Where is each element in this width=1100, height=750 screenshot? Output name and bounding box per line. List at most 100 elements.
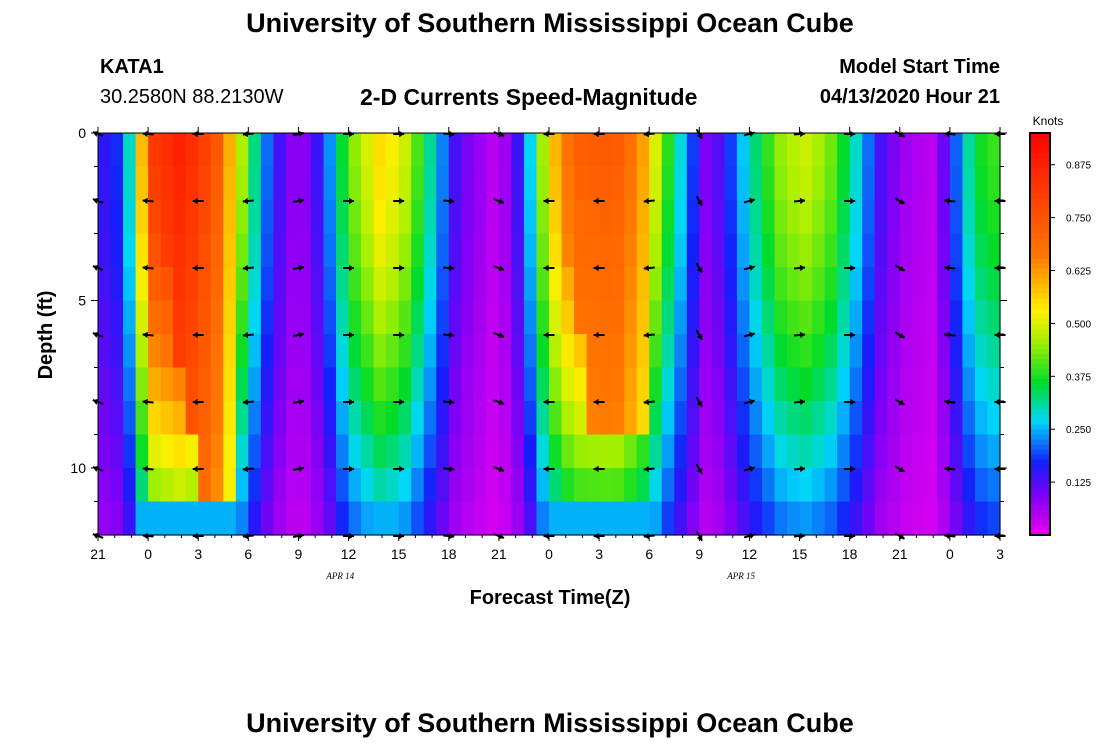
heatmap-cell <box>398 133 412 168</box>
footer-title: University of Southern Mississippi Ocean… <box>246 708 854 738</box>
heatmap-cell <box>611 166 625 201</box>
vector-head <box>898 332 905 339</box>
heatmap-cell <box>348 267 362 302</box>
heatmap-cell <box>624 166 638 201</box>
current-vector-arrow <box>793 331 806 339</box>
heatmap-cell <box>486 166 500 201</box>
heatmap-cell <box>812 233 826 268</box>
heatmap-cell <box>386 367 400 402</box>
heatmap-cell <box>361 267 375 302</box>
heatmap-cell <box>824 233 838 268</box>
heatmap-cell <box>912 334 926 369</box>
heatmap-cell <box>210 367 224 402</box>
heatmap-cell <box>636 367 650 402</box>
heatmap-cell <box>260 367 274 402</box>
heatmap-cell <box>461 468 475 503</box>
colorbar-tick-label: 0.125 <box>1066 478 1091 489</box>
x-tick-label: 6 <box>645 546 653 562</box>
heatmap-cell <box>599 233 613 268</box>
heatmap-cell <box>837 468 851 503</box>
heatmap-cell <box>862 300 876 335</box>
heatmap-cell <box>924 434 938 469</box>
heatmap-cell <box>473 434 487 469</box>
heatmap-cell <box>749 267 763 302</box>
heatmap-cell <box>411 267 425 302</box>
current-vector-arrow <box>944 331 956 339</box>
vector-head <box>92 197 99 204</box>
heatmap-cell <box>223 468 237 503</box>
colorbar-segment <box>1030 469 1050 476</box>
x-axis-label: Forecast Time(Z) <box>470 587 631 609</box>
heatmap-cell <box>461 401 475 436</box>
current-vector-arrow <box>844 331 856 339</box>
colorbar-segment <box>1030 349 1050 355</box>
heatmap-cell <box>574 200 588 235</box>
heatmap-cell <box>448 300 462 335</box>
heatmap-cell <box>674 501 688 536</box>
colorbar-segment <box>1030 439 1050 446</box>
heatmap-cell <box>586 300 600 335</box>
heatmap-cell <box>323 233 337 268</box>
heatmap-cell <box>649 334 663 369</box>
heatmap-cell <box>561 267 575 302</box>
heatmap-cell <box>799 501 813 536</box>
heatmap-cell <box>448 133 462 168</box>
heatmap-cell <box>411 501 425 536</box>
heatmap-cell <box>849 233 863 268</box>
heatmap-cell <box>661 233 675 268</box>
vector-head <box>192 532 198 540</box>
current-vector-arrow <box>543 398 555 406</box>
heatmap-cell <box>962 434 976 469</box>
vector-head <box>850 465 856 473</box>
current-vector-arrow <box>695 463 703 475</box>
model-start-label: Model Start Time <box>839 56 1000 78</box>
heatmap-cell <box>724 367 738 402</box>
colorbar-tick-label: 0.250 <box>1066 425 1091 436</box>
vector-head <box>799 130 806 138</box>
heatmap-cell <box>862 434 876 469</box>
heatmap-cell <box>373 401 387 436</box>
heatmap-cell <box>248 267 262 302</box>
heatmap-cell <box>987 434 1001 469</box>
heatmap-cell <box>962 233 976 268</box>
heatmap-cell <box>473 233 487 268</box>
heatmap-cell <box>849 434 863 469</box>
heatmap-cell <box>448 468 462 503</box>
heatmap-cell <box>949 501 964 536</box>
heatmap-cell <box>761 334 776 369</box>
heatmap-cell <box>624 468 638 503</box>
heatmap-cell <box>862 401 876 436</box>
vector-head <box>498 399 505 406</box>
heatmap-cell <box>611 367 625 402</box>
heatmap-cell <box>298 200 312 235</box>
heatmap-cell <box>348 501 362 536</box>
heatmap-cell <box>674 200 688 235</box>
vector-head <box>242 264 249 272</box>
colorbar-segment <box>1030 499 1050 506</box>
vector-head <box>242 465 249 473</box>
current-vector-arrow <box>493 332 505 339</box>
current-vector-arrow <box>593 398 605 406</box>
x-tick-label: 15 <box>391 546 407 562</box>
heatmap-cell <box>661 133 675 168</box>
heatmap-cell <box>561 200 575 235</box>
heatmap-cell <box>498 267 513 302</box>
heatmap-cell <box>824 200 838 235</box>
colorbar-segment <box>1030 318 1050 325</box>
vector-head <box>850 532 856 540</box>
heatmap-cell <box>949 233 964 268</box>
x-tick-label: 21 <box>491 546 507 562</box>
heatmap-cell <box>185 133 199 168</box>
heatmap-cell <box>486 468 500 503</box>
heatmap-cell <box>799 367 813 402</box>
heatmap-cell <box>887 334 901 369</box>
heatmap-cell <box>498 334 513 369</box>
heatmap-cell <box>749 468 763 503</box>
heatmap-cell <box>198 300 212 335</box>
heatmap-cell <box>398 468 412 503</box>
heatmap-cell <box>887 468 901 503</box>
vector-head <box>192 398 198 406</box>
heatmap-cell <box>273 166 287 201</box>
vector-head <box>242 331 249 339</box>
heatmap-cell <box>824 401 838 436</box>
